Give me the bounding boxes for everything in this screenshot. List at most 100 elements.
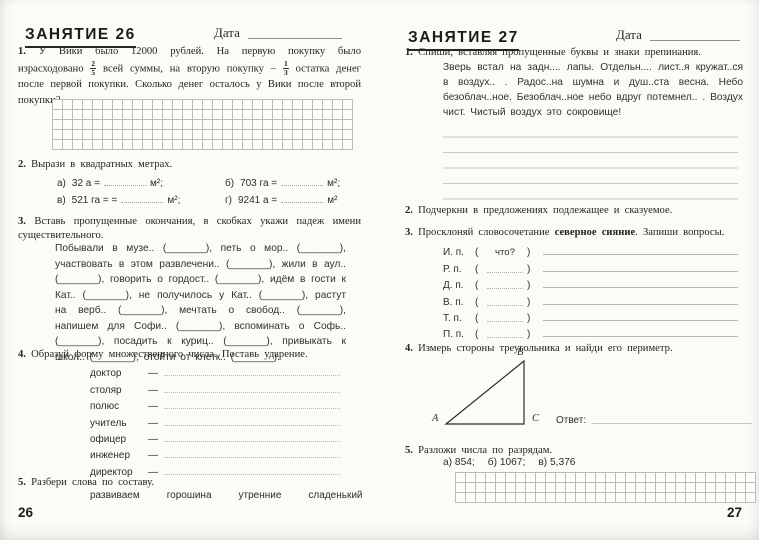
task2-left-title: 2. Вырази в квадратных метрах. (18, 157, 361, 173)
parse-word: утренние (238, 490, 282, 501)
dash: — (148, 368, 158, 380)
task1-left-text: 1. У Вики было 12000 рублей. На первую п… (18, 44, 361, 108)
task2-right-number: 2. (405, 205, 413, 216)
task5-left-title: 5. Разбери слова по составу. (18, 475, 361, 491)
page-number-right: 27 (727, 505, 743, 520)
task5-left-title-text: Разбери слова по составу. (31, 477, 155, 488)
case-question: что? (495, 247, 515, 259)
task5-left-words: развиваем горошина утренние сладенький (90, 490, 363, 501)
page-number-left: 26 (18, 505, 34, 520)
case-row-dative: Д. п.() (443, 275, 738, 291)
word-row: инженер — (90, 445, 340, 461)
answer-blank (281, 193, 324, 203)
lesson-title-right: ЗАНЯТИЕ 27 (408, 29, 519, 52)
answer-line (164, 408, 340, 410)
word-row: доктор — (90, 363, 340, 379)
task1-left-t3: остатка денег после первой покупки. Скол… (18, 62, 361, 106)
case-question-blank (487, 327, 523, 339)
answer-line (164, 440, 340, 442)
answer-line (543, 270, 738, 272)
answer-line (164, 457, 340, 459)
declension-rows: И. п.(что?) Р. п.() Д. п.() В. п.() Т. п… (443, 242, 738, 340)
answer-line (164, 424, 340, 426)
task4-left-title: 4. Образуй форму множественного числа. П… (18, 347, 361, 363)
date-line-right (650, 40, 740, 41)
task3-right-title-after: . Запиши вопросы. (635, 227, 725, 238)
dash: — (148, 466, 158, 478)
answer-row: Ответ: (556, 415, 752, 426)
case-row-instrumental: Т. п.() (443, 308, 738, 324)
task5-right-title: 5. Разложи числа по разрядам. (405, 443, 741, 459)
task2-item-a: а) 32 а = м²; (57, 176, 163, 189)
answer-line (543, 287, 738, 289)
answer-blank (121, 193, 164, 203)
task2-left-title-text: Вырази в квадратных метрах. (31, 159, 173, 170)
dash: — (148, 401, 158, 413)
task2-item-b: б) 703 га = м²; (225, 178, 341, 189)
answer-line (543, 336, 738, 338)
triangle-drawing (444, 359, 525, 425)
task3-left-body: Побывали в музе.. (_______), петь о мор.… (55, 243, 346, 363)
parse-word: развиваем (90, 490, 140, 501)
task3-left-title: 3. Вставь пропущенные окончания, в скобк… (18, 215, 361, 242)
task1-right-title: 1. Спиши, вставляя пропущенные буквы и з… (405, 45, 741, 61)
parse-word: горошина (166, 490, 212, 501)
task5-right-number: 5. (405, 445, 413, 456)
worksheet-grid-left (52, 99, 353, 150)
vertex-label-a: A (432, 413, 439, 424)
case-row-nominative: И. п.(что?) (443, 242, 738, 258)
word-row: столяр — (90, 379, 340, 396)
dash: — (148, 384, 158, 396)
word-row: учитель — (90, 412, 340, 429)
number-item-v: в) 5,376 (538, 457, 576, 468)
dash: — (148, 450, 158, 462)
task5-right-title-text: Разложи числа по разрядам. (418, 445, 553, 456)
word-row: полюс — (90, 396, 340, 412)
number-item-a: а) 854; (443, 457, 475, 468)
task3-right-title-bold: северное сияние (554, 227, 636, 238)
case-row-prepositional: П. п.() (443, 324, 738, 340)
task1-left-t1: У Вики было 12000 рублей. На первую поку… (18, 46, 362, 74)
task2-right-title-text: Подчеркни в предложениях подлежащее и ск… (418, 205, 673, 216)
answer-blank (104, 176, 146, 186)
case-question-blank (487, 311, 523, 322)
task4-left-title-text: Образуй форму множественного числа. Пост… (31, 349, 308, 360)
task1-right-number: 1. (405, 47, 413, 58)
task4-right-title: 4. Измерь стороны треугольника и найди е… (405, 341, 741, 357)
triangle-figure: A B C (430, 347, 558, 434)
case-row-accusative: В. п.() (443, 291, 738, 308)
word-row: директор — (90, 461, 340, 478)
task5-right-items: а) 854; б) 1067; в) 5,376 (443, 457, 575, 468)
task2-right-title: 2. Подчеркни в предложениях подлежащее и… (405, 203, 741, 219)
word-row: офицер — (90, 429, 340, 445)
vertex-label-b: B (517, 347, 524, 358)
answer-line (543, 303, 738, 305)
case-question-blank (487, 278, 523, 290)
case-question-blank (487, 262, 523, 273)
writing-lines (443, 122, 738, 200)
worksheet-grid-right (455, 472, 756, 503)
date-label-left: Дата (214, 25, 240, 40)
task3-left-number: 3. (18, 216, 26, 227)
dash: — (148, 433, 158, 445)
task5-left-number: 5. (18, 477, 26, 488)
task2-item-g: г) 9241 а = м² (225, 193, 338, 206)
answer-line (164, 375, 340, 377)
answer-line (592, 423, 752, 424)
date-line-left (248, 38, 342, 39)
task3-right-title-before: Просклоняй словосочетание (418, 227, 550, 238)
lesson-title-left: ЗАНЯТИЕ 26 (25, 26, 136, 49)
date-label-right: Дата (616, 27, 642, 42)
answer-line (543, 254, 738, 256)
task1-right-body: Зверь встал на задн.... лапы. Отдельн...… (443, 62, 743, 118)
case-row-genitive: Р. п.() (443, 258, 738, 275)
task2-item-v: в) 521 га = = м²; (57, 193, 181, 206)
answer-line (164, 391, 340, 393)
task1-left-t2: всей суммы, на вторую покупку – (103, 62, 277, 74)
task1-left-number: 1. (18, 46, 26, 57)
dash: — (148, 417, 158, 429)
parse-word: сладенький (308, 490, 363, 501)
answer-line (543, 319, 738, 321)
